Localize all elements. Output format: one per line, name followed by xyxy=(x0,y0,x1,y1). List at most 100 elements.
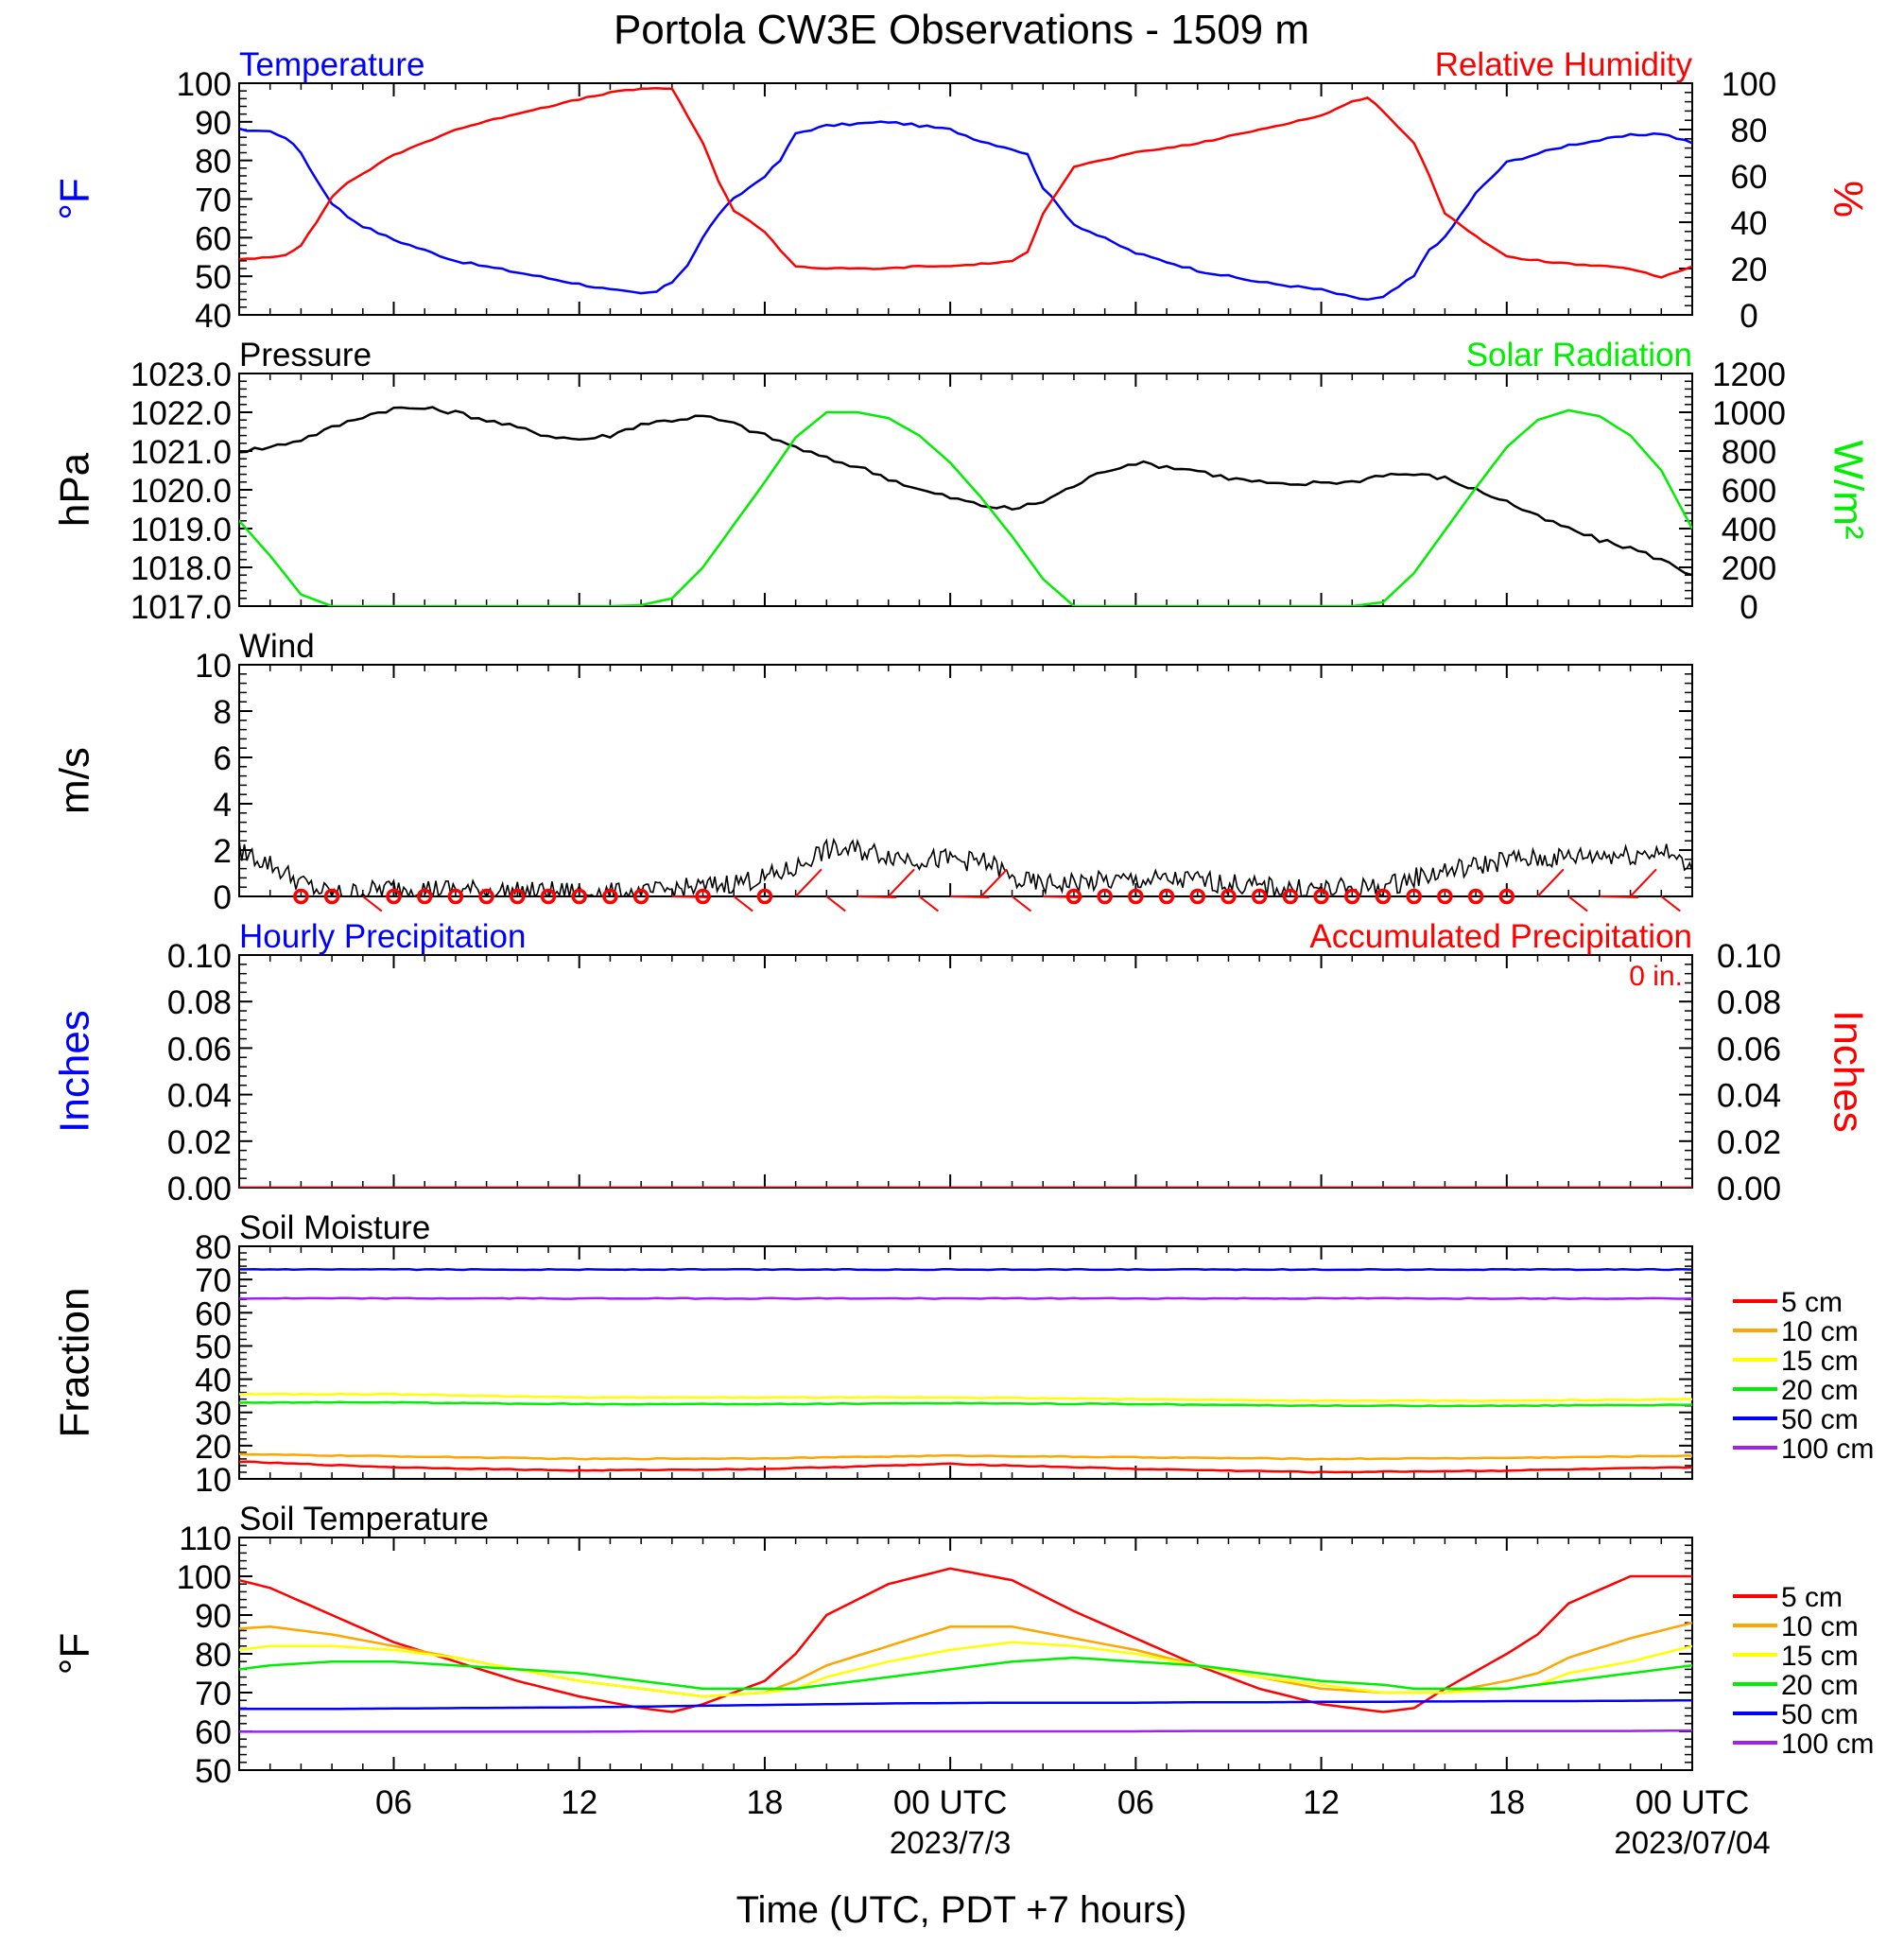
panel-frame-soil_moisture xyxy=(238,1245,1693,1480)
legend-label: 50 cm xyxy=(1781,1404,1859,1435)
panel-title-left: Pressure xyxy=(239,337,372,374)
y-tick-label-left: 0.02 xyxy=(167,1124,232,1161)
y-tick-label-right: 800 xyxy=(1722,434,1776,471)
series-line-pressure xyxy=(239,406,1692,577)
x-tick-label: 18 xyxy=(1488,1784,1525,1821)
plot-area-soil_moisture xyxy=(239,1267,1692,1474)
accumulated-total-label: 0 in. xyxy=(1629,961,1683,992)
y-axis-label-left: m/s xyxy=(52,747,98,814)
wind-barb-calm xyxy=(571,888,587,905)
series-line-15-cm xyxy=(239,1392,1692,1403)
panel-pressure_solar: 1017.01018.01019.01020.01021.01022.01023… xyxy=(52,337,1872,626)
wind-barb-calm xyxy=(1251,888,1268,905)
y-axis-label-right: W/m² xyxy=(1825,440,1871,539)
wind-barb-calm xyxy=(632,888,649,905)
series-line-50-cm xyxy=(239,1267,1692,1272)
y-tick-label-right: 200 xyxy=(1722,550,1776,587)
wind-barb xyxy=(1011,895,1032,912)
y-tick-label-left: 10 xyxy=(195,1462,232,1499)
panel-title-left: Temperature xyxy=(239,46,424,83)
y-tick-label-right: 1000 xyxy=(1712,395,1786,432)
wind-barb xyxy=(362,895,383,912)
wind-barb xyxy=(950,895,990,899)
y-tick-label-left: 30 xyxy=(195,1396,232,1433)
series-line-15-cm xyxy=(239,1641,1692,1698)
wind-barb-calm xyxy=(293,888,309,905)
wind-barb-calm xyxy=(386,888,402,905)
y-tick-label-right: 400 xyxy=(1722,512,1776,548)
y-tick-label-left: 70 xyxy=(195,182,232,219)
y-tick-label-left: 40 xyxy=(195,1363,232,1399)
wind-barb-calm xyxy=(1498,888,1515,905)
y-tick-label-left: 80 xyxy=(195,1637,232,1674)
chart-title: Portola CW3E Observations - 1509 m xyxy=(614,7,1309,53)
wind-barb-calm xyxy=(478,888,494,905)
panel-frame-wind xyxy=(238,664,1693,897)
y-tick-label-left: 90 xyxy=(195,105,232,142)
wind-barb xyxy=(1043,895,1082,899)
wind-barb-calm xyxy=(540,888,557,905)
legend-label: 100 cm xyxy=(1781,1433,1874,1465)
series-line-10-cm xyxy=(239,1621,1692,1698)
legend-label: 100 cm xyxy=(1781,1729,1874,1760)
y-axis-label-right: % xyxy=(1825,181,1871,217)
legend-label: 5 cm xyxy=(1781,1287,1843,1318)
y-tick-label-left: 40 xyxy=(195,298,232,335)
x-tick-label: 06 xyxy=(375,1784,412,1821)
y-tick-label-left: 70 xyxy=(195,1676,232,1712)
y-tick-label-left: 6 xyxy=(214,740,232,777)
y-axis-label-right: Inches xyxy=(1825,1010,1871,1133)
y-axis-label-left: °F xyxy=(52,1633,98,1675)
y-tick-label-left: 70 xyxy=(195,1262,232,1299)
y-tick-label-left: 0.10 xyxy=(167,938,232,975)
plot-area-soil_temperature xyxy=(239,1567,1692,1733)
series-line-100-cm xyxy=(239,1296,1692,1300)
y-tick-label-right: 1200 xyxy=(1712,356,1786,393)
panel-title-left: Soil Moisture xyxy=(239,1209,430,1246)
y-tick-label-left: 80 xyxy=(195,1229,232,1266)
wind-barb xyxy=(1599,895,1639,899)
wind-barb-calm xyxy=(1375,888,1392,905)
y-tick-label-left: 100 xyxy=(177,66,232,103)
wind-barb xyxy=(733,895,753,912)
panel-title-left: Wind xyxy=(239,628,315,665)
x-tick-label: 00 UTC xyxy=(893,1784,1008,1821)
y-tick-label-left: 100 xyxy=(177,1559,232,1596)
series-line-50-cm xyxy=(239,1698,1692,1711)
y-tick-label-left: 50 xyxy=(195,259,232,296)
wind-barb-calm xyxy=(1344,888,1360,905)
y-tick-label-right: 0.06 xyxy=(1717,1031,1781,1068)
y-tick-label-left: 2 xyxy=(214,833,232,870)
y-tick-label-right: 0 xyxy=(1740,298,1757,335)
y-tick-label-right: 0.04 xyxy=(1717,1078,1781,1115)
series-line-10-cm xyxy=(239,1452,1692,1461)
y-tick-label-left: 60 xyxy=(195,220,232,257)
y-tick-label-right: 0.10 xyxy=(1717,938,1781,975)
y-tick-label-left: 0 xyxy=(214,879,232,916)
y-tick-label-left: 1018.0 xyxy=(130,550,232,587)
y-tick-label-left: 8 xyxy=(214,694,232,731)
series-line-relative-humidity xyxy=(239,86,1692,279)
y-tick-label-left: 1019.0 xyxy=(130,512,232,548)
panel-precip: 0.00 0.02 0.04 0.06 0.08 0.10 0.00 0.02 0.04 0.06… xyxy=(52,918,1872,1208)
panel-title-left: Soil Temperature xyxy=(239,1501,489,1538)
wind-barb-calm xyxy=(695,888,711,905)
y-tick-label-left: 1017.0 xyxy=(130,589,232,626)
series-line-temperature xyxy=(239,120,1692,302)
x-tick-label: 18 xyxy=(746,1784,783,1821)
x-tick-label: 00 UTC xyxy=(1636,1784,1750,1821)
y-tick-label-right: 0.00 xyxy=(1717,1171,1781,1208)
wind-barb-calm xyxy=(1313,888,1329,905)
y-tick-label-left: 10 xyxy=(195,648,232,685)
y-tick-label-right: 80 xyxy=(1731,113,1768,149)
legend-label: 20 cm xyxy=(1781,1375,1859,1406)
y-tick-label-left: 60 xyxy=(195,1714,232,1751)
panel-title-right: Relative Humidity xyxy=(1435,46,1693,83)
wind-barb-calm xyxy=(1065,888,1082,905)
y-tick-label-left: 1020.0 xyxy=(130,473,232,510)
y-axis-label-left: °F xyxy=(52,178,98,219)
series-line-solar-radiation xyxy=(239,408,1692,606)
